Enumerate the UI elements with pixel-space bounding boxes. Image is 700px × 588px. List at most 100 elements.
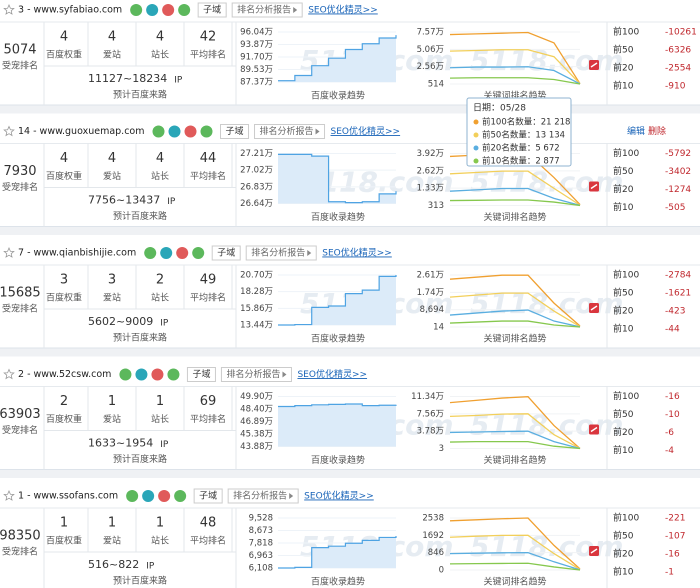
badge-icon bbox=[168, 125, 181, 138]
y-tick-label: 7.56万 bbox=[417, 409, 444, 419]
tooltip-date: 日期：05/28 bbox=[473, 103, 526, 114]
stat-value: 3 bbox=[108, 273, 116, 288]
y-tick-label: 846 bbox=[428, 548, 444, 558]
site-title: 14 - www.guoxuemap.com bbox=[18, 126, 145, 137]
y-tick-label: 2.56万 bbox=[417, 62, 444, 72]
ip-caption: 预计百度来路 bbox=[113, 575, 167, 587]
y-tick-label: 15.86万 bbox=[240, 304, 273, 314]
level-change: -6 bbox=[665, 428, 674, 438]
report-button[interactable]: 排名分析报告 bbox=[233, 490, 287, 502]
alert-icon-mark bbox=[590, 426, 598, 433]
report-arrow bbox=[293, 7, 298, 13]
tag-box bbox=[254, 124, 326, 139]
site-card: 1 - www.ssofans.com 子域 排名分析报告 SEO优化精灵>> 9835… bbox=[0, 478, 700, 588]
subdomain-tag: 子域 bbox=[192, 368, 210, 380]
y-tick-label: 3 bbox=[439, 444, 444, 454]
y-tick-label: 313 bbox=[428, 201, 444, 211]
stat-value: 1 bbox=[108, 394, 116, 409]
index-line bbox=[278, 153, 397, 204]
index-caption: 百度收录趋势 bbox=[311, 90, 365, 102]
level-change: -6326 bbox=[665, 46, 691, 56]
stat-label: 站长 bbox=[151, 292, 169, 304]
index-caption: 百度收录趋势 bbox=[311, 211, 365, 223]
stat-value: 4 bbox=[60, 151, 68, 166]
badge-icon bbox=[200, 125, 213, 138]
badge-icon bbox=[192, 247, 205, 259]
stat-label: 站长 bbox=[151, 170, 169, 182]
level-change: -1621 bbox=[665, 289, 691, 299]
stat-label: 爱站 bbox=[103, 49, 121, 61]
badge-icon bbox=[146, 4, 159, 16]
stat-label: 爱站 bbox=[103, 292, 121, 304]
stat-value: 1 bbox=[60, 516, 68, 531]
y-tick-label: 87.37万 bbox=[240, 78, 273, 88]
tag-box bbox=[193, 488, 223, 504]
tag-box bbox=[186, 367, 216, 382]
keyword-line bbox=[449, 517, 581, 570]
level-label: 前10 bbox=[613, 444, 634, 456]
star-icon bbox=[3, 368, 15, 380]
subdomain-tag: 子域 bbox=[203, 4, 221, 16]
ip-unit: IP bbox=[160, 319, 169, 329]
level-change: -16 bbox=[665, 392, 680, 402]
level-label: 前20 bbox=[613, 305, 634, 317]
subdomain-tag: 子域 bbox=[217, 247, 235, 259]
report-arrow bbox=[315, 128, 320, 135]
y-tick-label: 27.21万 bbox=[240, 149, 273, 159]
stat-label: 百度权重 bbox=[46, 535, 82, 547]
level-change: -3402 bbox=[665, 167, 691, 177]
score-value: 98350 bbox=[0, 529, 41, 544]
stat-value: 1 bbox=[108, 516, 116, 531]
seo-link[interactable]: SEO优化精灵>> bbox=[331, 125, 401, 137]
stat-value: 42 bbox=[200, 30, 217, 45]
site-title: 2 - www.52csw.com bbox=[18, 369, 111, 380]
badge-icon bbox=[160, 247, 173, 259]
stat-label: 站长 bbox=[151, 49, 169, 61]
level-change: -5792 bbox=[665, 149, 691, 159]
y-tick-label: 5.06万 bbox=[417, 45, 444, 55]
badge-icon bbox=[126, 490, 139, 502]
stat-label: 平均排名 bbox=[190, 413, 226, 425]
level-label: 前100 bbox=[613, 26, 639, 38]
card-bg bbox=[0, 478, 700, 588]
level-label: 前50 bbox=[613, 44, 634, 56]
level-change: -1274 bbox=[665, 185, 691, 195]
stat-value: 4 bbox=[108, 30, 116, 45]
seo-link[interactable]: SEO优化精灵>> bbox=[304, 490, 374, 502]
level-change: -221 bbox=[665, 514, 685, 524]
ip-range: 11127~18234 bbox=[88, 72, 167, 85]
alert-icon-mark bbox=[590, 305, 598, 311]
report-button[interactable]: 排名分析报告 bbox=[237, 4, 291, 16]
level-change: -1 bbox=[665, 568, 674, 578]
report-button[interactable]: 排名分析报告 bbox=[260, 125, 314, 137]
edit-link[interactable]: 编辑 bbox=[627, 125, 645, 137]
level-label: 前50 bbox=[613, 287, 634, 299]
y-tick-label: 1.33万 bbox=[417, 184, 444, 194]
ip-range: 7756~13437 bbox=[88, 194, 160, 207]
report-button[interactable]: 排名分析报告 bbox=[251, 247, 305, 259]
seo-link[interactable]: SEO优化精灵>> bbox=[322, 247, 392, 259]
tag-box bbox=[227, 488, 299, 504]
tag-box bbox=[245, 245, 317, 261]
score-label: 受宠排名 bbox=[2, 546, 38, 558]
y-tick-label: 0 bbox=[439, 566, 444, 576]
y-tick-label: 27.02万 bbox=[240, 166, 273, 176]
stat-value: 4 bbox=[156, 151, 164, 166]
level-label: 前50 bbox=[613, 530, 634, 542]
ip-unit: IP bbox=[174, 76, 183, 86]
delete-link[interactable]: 删除 bbox=[648, 125, 666, 137]
star-icon bbox=[3, 246, 15, 258]
y-tick-label: 2538 bbox=[422, 514, 444, 524]
index-line bbox=[278, 275, 397, 326]
tooltip-dot bbox=[473, 158, 479, 164]
keyword-line bbox=[449, 66, 581, 85]
stat-value: 1 bbox=[156, 394, 164, 409]
seo-link[interactable]: SEO优化精灵>> bbox=[297, 368, 367, 380]
tag-box bbox=[231, 2, 303, 18]
report-arrow bbox=[282, 371, 287, 378]
seo-link[interactable]: SEO优化精灵>> bbox=[308, 4, 378, 16]
stat-value: 1 bbox=[156, 516, 164, 531]
report-button[interactable]: 排名分析报告 bbox=[226, 368, 280, 380]
tooltip-row: 前50名数量：13 134 bbox=[482, 130, 565, 141]
report-arrow bbox=[307, 250, 312, 256]
